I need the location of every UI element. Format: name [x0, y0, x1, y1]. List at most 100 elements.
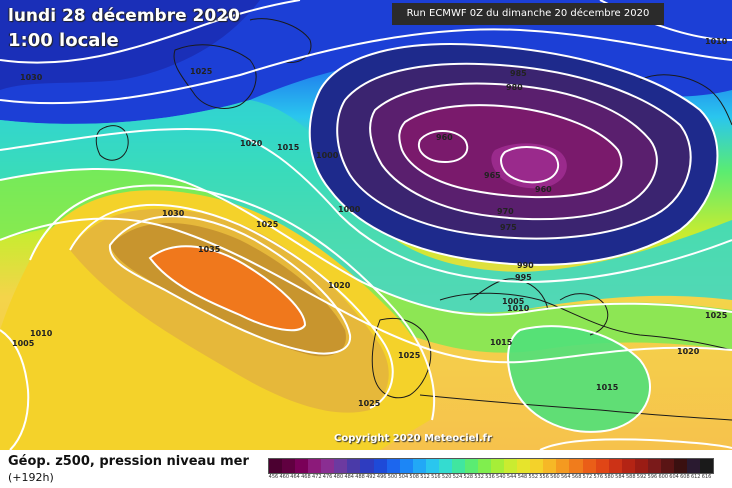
- isobar-label: 1020: [677, 347, 700, 356]
- isobar-label: 1025: [256, 220, 279, 229]
- legend-swatch: [373, 459, 387, 473]
- product-title: Géop. z500, pression niveau mer: [8, 454, 249, 469]
- isobar-label: 1015: [596, 383, 619, 392]
- isobar-label: 960: [535, 185, 552, 194]
- legend-label: 456: [268, 474, 279, 480]
- isobar-label: 1005: [12, 339, 35, 348]
- isobar-label: 960: [436, 133, 453, 142]
- legend-label: 480: [333, 474, 344, 480]
- forecast-step: (+192h): [8, 471, 54, 484]
- legend-swatch: [399, 459, 413, 473]
- isobar-label: 995: [515, 273, 532, 282]
- color-scale-legend: [268, 458, 714, 474]
- legend-swatch: [530, 459, 544, 473]
- legend-swatch: [608, 459, 622, 473]
- legend-swatch: [634, 459, 648, 473]
- legend-swatch: [504, 459, 518, 473]
- legend-swatch: [687, 459, 701, 473]
- legend-label: 544: [506, 474, 517, 480]
- isobar-label: 1035: [198, 245, 221, 254]
- legend-label: 524: [452, 474, 463, 480]
- legend-label: 540: [496, 474, 506, 480]
- legend-swatch: [595, 459, 609, 473]
- map-footer: Géop. z500, pression niveau mer (+192h) …: [0, 450, 732, 488]
- legend-label: 612: [690, 474, 701, 480]
- legend-label: 616: [701, 474, 712, 480]
- legend-label: 492: [366, 474, 376, 480]
- coastlines: [95, 18, 732, 421]
- legend-swatch: [334, 459, 348, 473]
- isobar-label: 1025: [705, 311, 728, 320]
- legend-label: 552: [528, 474, 539, 480]
- legend-swatch: [360, 459, 374, 473]
- isobar-label: 975: [500, 223, 517, 232]
- isobar-label: 985: [510, 69, 527, 78]
- legend-swatch: [647, 459, 661, 473]
- legend-swatch: [425, 459, 439, 473]
- legend-label: 496: [376, 474, 387, 480]
- legend-swatch: [464, 459, 478, 473]
- isobar-label: 1000: [316, 151, 339, 160]
- legend-label: 504: [398, 474, 409, 480]
- legend-swatch: [269, 459, 283, 473]
- isobar-label: 1000: [338, 205, 361, 214]
- legend-label: 548: [517, 474, 528, 480]
- isobar-labels: 1030 1025 1010 960 985 980 965 960 970 9…: [12, 37, 728, 408]
- legend-label: 476: [322, 474, 333, 480]
- legend-swatch: [673, 459, 687, 473]
- legend-label: 556: [539, 474, 549, 480]
- isobar-label: 1020: [240, 139, 263, 148]
- legend-label: 520: [441, 474, 452, 480]
- legend-label: 568: [571, 474, 582, 480]
- legend-swatch: [517, 459, 531, 473]
- isobar-label: 980: [506, 83, 523, 92]
- legend-swatch: [478, 459, 492, 473]
- arctic-dark-band: [0, 0, 260, 90]
- cyan-band: [0, 100, 732, 313]
- legend-label: 536: [485, 474, 495, 480]
- legend-label: 592: [636, 474, 647, 480]
- isobar-label: 1015: [490, 338, 513, 347]
- legend-label: 608: [680, 474, 690, 480]
- legend-label: 600: [658, 474, 668, 480]
- legend-swatch: [438, 459, 452, 473]
- legend-label: 572: [582, 474, 593, 480]
- legend-label: 488: [355, 474, 365, 480]
- isobar-label: 965: [484, 171, 501, 180]
- legend-label: 528: [463, 474, 474, 480]
- legend-label: 596: [647, 474, 658, 480]
- isobars: [0, 0, 732, 450]
- isobar-label: 1030: [20, 73, 43, 82]
- copyright-text: Copyright 2020 Meteociel.fr: [334, 433, 492, 444]
- legend-swatch: [543, 459, 557, 473]
- forecast-time-title: 1:00 locale: [8, 30, 119, 51]
- legend-label: 560: [550, 474, 560, 480]
- isobar-label: 1005: [502, 297, 525, 306]
- legend-swatch: [569, 459, 583, 473]
- legend-swatch: [282, 459, 296, 473]
- isobar-label: 1015: [277, 143, 300, 152]
- legend-swatch: [308, 459, 322, 473]
- legend-label: 580: [604, 474, 614, 480]
- legend-swatch: [386, 459, 400, 473]
- legend-label: 508: [409, 474, 419, 480]
- isobar-label: 1025: [358, 399, 381, 408]
- model-run-banner: Run ECMWF 0Z du dimanche 20 décembre 202…: [392, 3, 664, 25]
- legend-label: 464: [290, 474, 300, 480]
- geopotential-map: 1030 1025 1010 960 985 980 965 960 970 9…: [0, 0, 732, 450]
- legend-label: 468: [301, 474, 311, 480]
- legend-swatch: [660, 459, 674, 473]
- legend-label: 588: [625, 474, 636, 480]
- isobar-label: 1010: [507, 304, 530, 313]
- legend-label: 500: [387, 474, 398, 480]
- legend-label: 564: [561, 474, 571, 480]
- isobar-label: 990: [517, 261, 534, 270]
- isobar-label: 1010: [705, 37, 728, 46]
- isobar-label: 1025: [398, 351, 421, 360]
- isobar-label: 970: [497, 207, 514, 216]
- isobar-label: 1030: [162, 209, 185, 218]
- forecast-date-title: lundi 28 décembre 2020: [8, 6, 240, 26]
- weather-map: 1030 1025 1010 960 985 980 965 960 970 9…: [0, 0, 732, 450]
- legend-swatch: [451, 459, 465, 473]
- legend-swatch: [621, 459, 635, 473]
